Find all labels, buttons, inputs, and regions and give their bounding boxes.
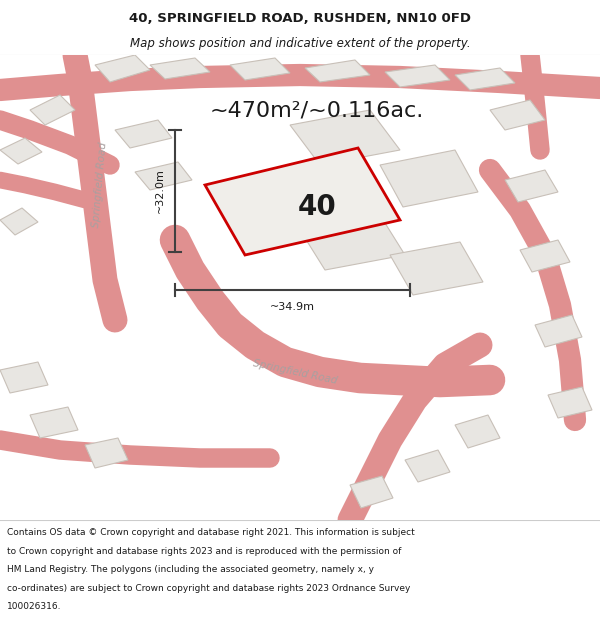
Polygon shape	[0, 362, 48, 393]
Polygon shape	[0, 138, 42, 164]
Text: Springfield Road: Springfield Road	[252, 358, 338, 386]
Polygon shape	[95, 55, 150, 82]
Polygon shape	[455, 68, 515, 90]
Polygon shape	[290, 110, 400, 165]
Polygon shape	[300, 215, 405, 270]
Polygon shape	[230, 58, 290, 80]
Text: co-ordinates) are subject to Crown copyright and database rights 2023 Ordnance S: co-ordinates) are subject to Crown copyr…	[7, 584, 410, 592]
Text: 40: 40	[298, 193, 337, 221]
Polygon shape	[30, 95, 75, 125]
Polygon shape	[115, 120, 172, 148]
Text: Contains OS data © Crown copyright and database right 2021. This information is : Contains OS data © Crown copyright and d…	[7, 528, 415, 538]
Text: to Crown copyright and database rights 2023 and is reproduced with the permissio: to Crown copyright and database rights 2…	[7, 547, 401, 556]
Polygon shape	[135, 162, 192, 190]
Polygon shape	[520, 240, 570, 272]
Polygon shape	[548, 387, 592, 418]
Text: Map shows position and indicative extent of the property.: Map shows position and indicative extent…	[130, 38, 470, 51]
Polygon shape	[305, 60, 370, 82]
Polygon shape	[85, 438, 128, 468]
Polygon shape	[350, 476, 393, 508]
Polygon shape	[30, 407, 78, 438]
Polygon shape	[150, 58, 210, 79]
Polygon shape	[535, 315, 582, 347]
Polygon shape	[205, 148, 400, 255]
Text: Springfield Road: Springfield Road	[91, 142, 109, 228]
Text: 40, SPRINGFIELD ROAD, RUSHDEN, NN10 0FD: 40, SPRINGFIELD ROAD, RUSHDEN, NN10 0FD	[129, 12, 471, 25]
Text: 100026316.: 100026316.	[7, 602, 62, 611]
Polygon shape	[380, 150, 478, 207]
Polygon shape	[405, 450, 450, 482]
Polygon shape	[455, 415, 500, 448]
Text: ~32.0m: ~32.0m	[155, 169, 165, 213]
Polygon shape	[0, 208, 38, 235]
Text: HM Land Registry. The polygons (including the associated geometry, namely x, y: HM Land Registry. The polygons (includin…	[7, 565, 374, 574]
Text: ~470m²/~0.116ac.: ~470m²/~0.116ac.	[210, 100, 424, 120]
Polygon shape	[505, 170, 558, 202]
Polygon shape	[490, 100, 545, 130]
Text: ~34.9m: ~34.9m	[270, 302, 315, 312]
Polygon shape	[390, 242, 483, 295]
Polygon shape	[385, 65, 450, 87]
